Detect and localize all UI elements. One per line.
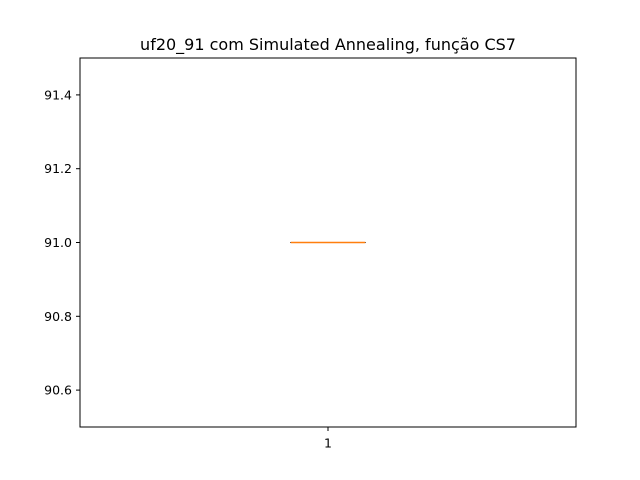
y-tick-label: 91.2 [44, 161, 72, 176]
y-axis: 90.6 90.8 91.0 91.2 91.4 [44, 87, 80, 398]
x-axis: 1 [324, 427, 332, 451]
y-tick-label: 90.6 [44, 383, 72, 398]
y-tick-label: 91.0 [44, 235, 72, 250]
y-tick-label: 90.8 [44, 309, 72, 324]
plot-frame [79, 57, 577, 428]
x-tick-label: 1 [324, 436, 332, 451]
y-tick-label: 91.4 [44, 87, 72, 102]
chart-title: uf20_91 com Simulated Annealing, função … [140, 35, 516, 55]
